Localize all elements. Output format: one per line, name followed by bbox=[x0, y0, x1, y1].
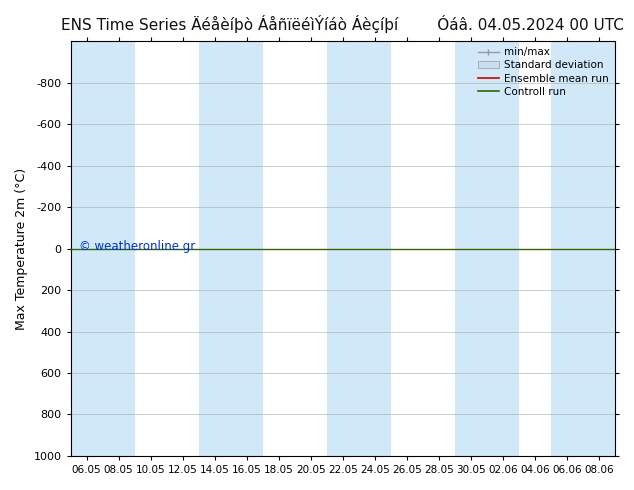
Title: ENS Time Series Äéåèíþò ÁåñïëéìÝíáò Áèçíþí        Óáâ. 04.05.2024 00 UTC: ENS Time Series Äéåèíþò ÁåñïëéìÝíáò Áèçí… bbox=[61, 15, 624, 33]
Bar bbox=[198, 41, 231, 456]
Bar bbox=[487, 41, 519, 456]
Y-axis label: Max Temperature 2m (°C): Max Temperature 2m (°C) bbox=[15, 168, 28, 330]
Bar bbox=[583, 41, 615, 456]
Bar bbox=[103, 41, 134, 456]
Bar bbox=[231, 41, 262, 456]
Bar bbox=[455, 41, 487, 456]
Bar bbox=[551, 41, 583, 456]
Bar bbox=[70, 41, 103, 456]
Legend: min/max, Standard deviation, Ensemble mean run, Controll run: min/max, Standard deviation, Ensemble me… bbox=[474, 43, 612, 101]
Bar bbox=[359, 41, 391, 456]
Bar bbox=[327, 41, 359, 456]
Text: © weatheronline.gr: © weatheronline.gr bbox=[79, 240, 195, 253]
